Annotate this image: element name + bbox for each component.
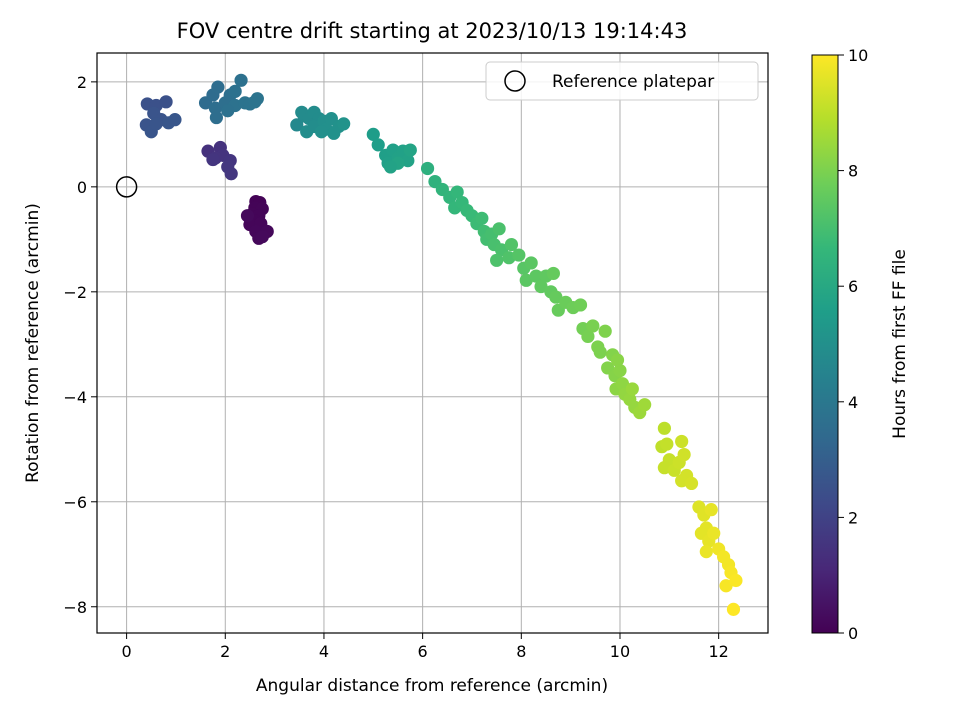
grid-lines	[97, 53, 768, 633]
y-tick-label: −6	[63, 493, 87, 512]
legend-reference-marker	[504, 70, 526, 92]
scatter-point	[371, 138, 385, 152]
x-tick-label: 10	[610, 642, 630, 661]
scatter-point	[234, 73, 248, 87]
scatter-point	[492, 222, 506, 236]
scatter-point	[613, 363, 627, 378]
scatter-point	[366, 127, 380, 141]
scatter-point	[502, 251, 516, 265]
plot-frame	[96, 52, 769, 634]
scatter-point	[615, 377, 630, 391]
scatter-point	[684, 476, 699, 491]
scatter-point	[729, 573, 743, 588]
scatter-point	[573, 298, 588, 312]
x-tick-label: 2	[220, 642, 230, 661]
legend-box	[485, 61, 759, 101]
scatter-point	[581, 329, 595, 344]
scatter-point	[707, 526, 721, 540]
scatter-point	[490, 253, 504, 267]
scatter-point	[209, 110, 223, 125]
scatter-point	[403, 143, 417, 157]
scatter-point	[250, 92, 264, 106]
scatter-point	[677, 447, 691, 462]
scatter-point	[240, 209, 255, 223]
scatter-point	[657, 461, 671, 475]
scatter-point	[504, 237, 519, 252]
scatter-point	[704, 503, 718, 517]
y-tick-label: 0	[77, 178, 87, 197]
scatter-point	[549, 290, 563, 304]
scatter-point	[159, 95, 173, 109]
scatter-point	[168, 113, 182, 127]
y-axis-label: Rotation from reference (arcmin)	[23, 203, 43, 483]
scatter-point	[401, 154, 415, 168]
colorbar-label: Hours from first FF file	[890, 249, 910, 439]
colorbar-gradient	[811, 54, 839, 634]
scatter-point	[638, 398, 652, 412]
scatter-point	[228, 84, 242, 98]
scatter-point	[699, 545, 713, 559]
scatter-point	[149, 117, 163, 131]
scatter-point	[534, 279, 548, 294]
scatter-point	[475, 211, 489, 225]
legend-entry-reference: Reference platepar	[552, 72, 714, 92]
scatter-point	[726, 602, 741, 616]
scatter-point	[675, 474, 689, 488]
x-axis-ticks: 0 2 4 6 8 10 12	[122, 633, 729, 661]
scatter-point	[450, 185, 464, 199]
colorbar-tick-label: 2	[848, 508, 858, 527]
scatter-point	[290, 118, 304, 132]
y-axis-ticks: −8 −6 −4 −2 0 2	[63, 73, 97, 617]
scatter-point	[383, 160, 398, 174]
y-tick-label: −4	[63, 388, 87, 407]
scatter-points	[139, 73, 743, 616]
colorbar-ticks: 0 2 4 6 8 10	[838, 46, 868, 643]
scatter-point	[224, 167, 238, 181]
scatter-point	[314, 125, 329, 139]
x-tick-label: 6	[418, 642, 428, 661]
chart-title: FOV centre drift starting at 2023/10/13 …	[177, 19, 688, 43]
colorbar-tick-label: 6	[848, 277, 858, 296]
scatter-point	[524, 256, 538, 270]
y-tick-label: −2	[63, 283, 87, 302]
scatter-point	[221, 104, 235, 118]
x-tick-label: 12	[708, 642, 728, 661]
x-axis-label: Angular distance from reference (arcmin)	[256, 676, 608, 696]
scatter-point	[660, 437, 674, 451]
colorbar-tick-label: 0	[848, 624, 858, 643]
scatter-point	[529, 269, 543, 283]
colorbar-tick-label: 10	[848, 46, 868, 65]
scatter-point	[255, 230, 269, 244]
reference-marker-group	[115, 176, 138, 198]
scatter-point	[719, 579, 733, 593]
y-tick-label: −8	[63, 598, 87, 617]
scatter-point	[586, 319, 600, 333]
reference-platepar-marker	[115, 176, 138, 198]
scatter-point	[598, 324, 612, 338]
x-tick-label: 0	[122, 642, 132, 661]
scatter-point	[420, 161, 435, 176]
scatter-point	[211, 80, 225, 94]
scatter-point	[593, 345, 607, 359]
scatter-point	[206, 152, 220, 167]
scatter-point	[337, 117, 351, 131]
scatter-point	[610, 353, 625, 367]
scatter-point	[546, 266, 560, 281]
colorbar: 0 2 4 6 8 10 Hours from first FF file	[811, 46, 910, 643]
x-tick-label: 8	[516, 642, 526, 661]
scatter-point	[625, 382, 639, 396]
legend: Reference platepar	[485, 61, 759, 101]
scatter-point	[512, 248, 526, 262]
scatter-point	[519, 273, 533, 287]
y-tick-label: 2	[77, 73, 87, 92]
x-tick-label: 4	[319, 642, 329, 661]
scatter-point	[657, 421, 671, 435]
colorbar-tick-label: 8	[848, 162, 858, 181]
scatter-point	[675, 434, 689, 449]
colorbar-tick-label: 4	[848, 393, 858, 412]
